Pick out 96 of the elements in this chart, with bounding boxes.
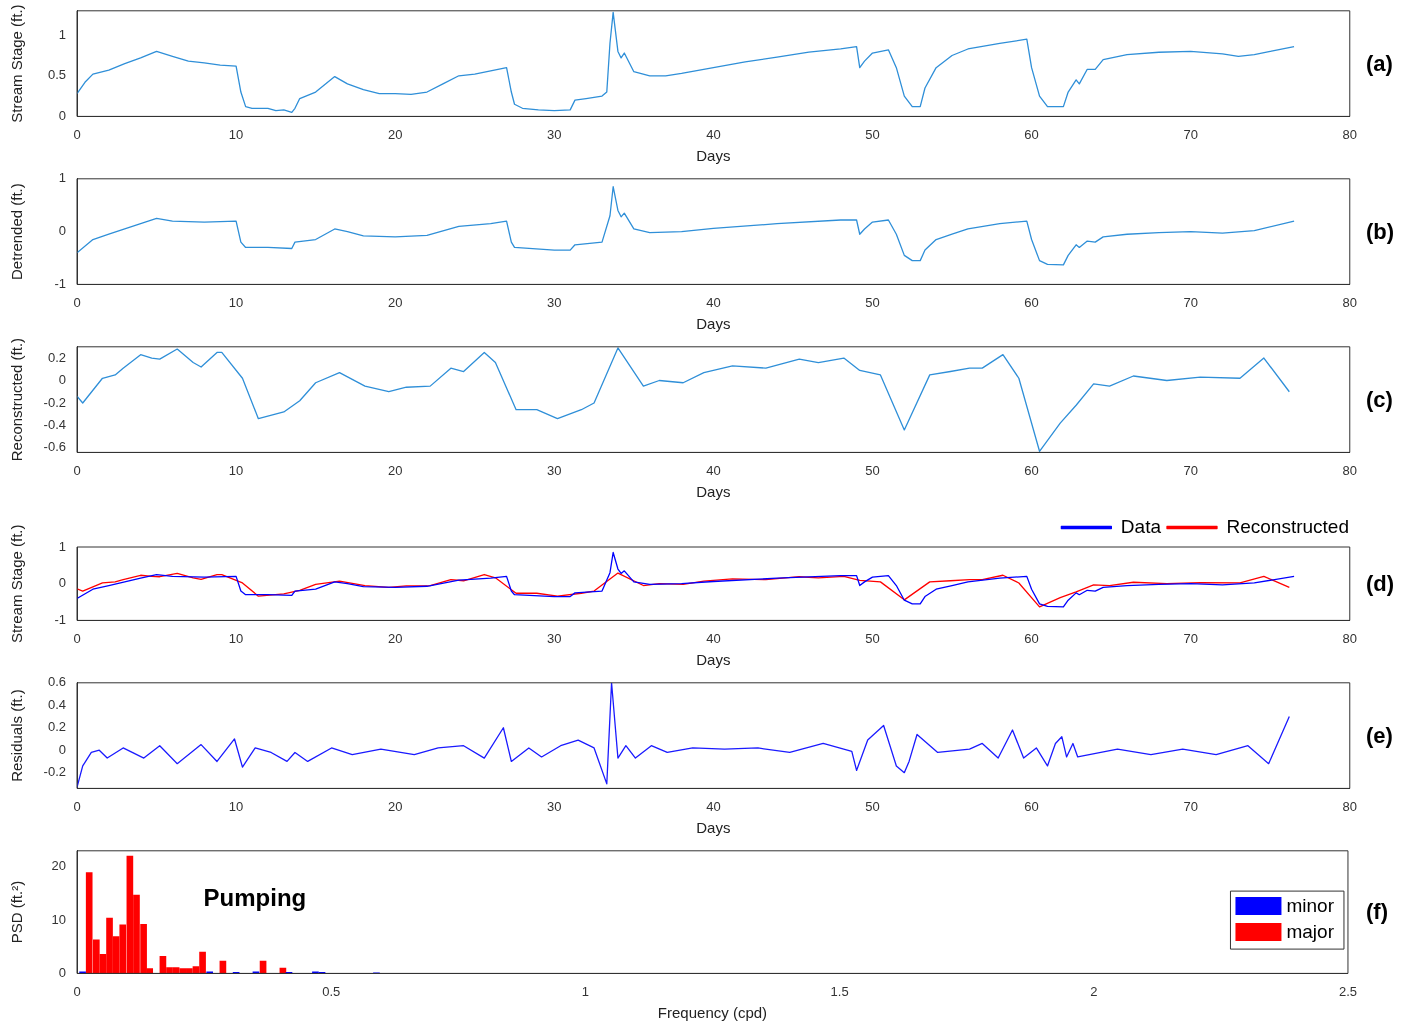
- text: (a): [1366, 50, 1393, 77]
- y-tick-label: 0.2: [47, 349, 66, 365]
- x-tick-label: 20: [387, 126, 403, 142]
- x-tick-label: 40: [706, 630, 721, 646]
- x-tick-label: 20: [387, 462, 403, 478]
- x-tick-label: 10: [228, 798, 244, 814]
- x-axis-title: Frequency (cpd): [657, 1004, 768, 1022]
- x-tick-label: 40: [706, 126, 721, 142]
- x-tick-label: 0: [73, 462, 81, 478]
- y-tick-label: -0.4: [43, 417, 66, 433]
- x-tick-label: 30: [547, 798, 562, 814]
- y-tick-label: 0: [58, 107, 66, 123]
- y-axis-title: PSD (ft.²): [8, 880, 26, 944]
- y-tick-label: 0: [58, 575, 66, 591]
- x-axis-title: Days: [696, 315, 731, 333]
- x-tick-label: 40: [706, 462, 721, 478]
- y-tick-label: 20: [51, 858, 66, 874]
- x-tick-label: 0: [73, 983, 81, 999]
- x-axis-title: Days: [696, 147, 731, 165]
- y-tick-label: 0: [58, 964, 66, 980]
- x-tick-label: 80: [1342, 294, 1357, 310]
- x-tick-label: 60: [1024, 294, 1039, 310]
- x-tick-label: 0.5: [322, 983, 341, 999]
- text: (e): [1366, 722, 1393, 749]
- x-tick-label: 20: [387, 630, 403, 646]
- x-tick-label: 40: [706, 798, 721, 814]
- legend-label: Data: [1120, 515, 1162, 537]
- x-tick-label: 70: [1183, 462, 1198, 478]
- x-tick-label: 60: [1024, 630, 1039, 646]
- y-tick-label: 1: [58, 170, 66, 186]
- x-tick-label: 50: [865, 630, 880, 646]
- x-axis-title: Days: [696, 651, 731, 669]
- x-tick-label: 70: [1183, 126, 1198, 142]
- x-tick-label: 1: [581, 983, 589, 999]
- y-tick-label: -0.2: [43, 764, 66, 780]
- x-tick-label: 80: [1342, 798, 1357, 814]
- x-tick-label: 70: [1183, 294, 1198, 310]
- x-tick-label: 20: [387, 798, 403, 814]
- y-tick-label: 0: [58, 223, 66, 239]
- x-tick-label: 60: [1024, 462, 1039, 478]
- x-axis-title: Days: [696, 819, 731, 837]
- x-tick-label: 70: [1183, 630, 1198, 646]
- x-tick-label: 0: [73, 798, 81, 814]
- legend-label: major: [1286, 921, 1335, 943]
- y-axis-title: Stream Stage (ft.): [8, 4, 26, 123]
- x-tick-label: 0: [73, 294, 81, 310]
- x-tick-label: 50: [865, 294, 880, 310]
- x-tick-label: 60: [1024, 126, 1039, 142]
- annotation: Pumping: [203, 884, 307, 912]
- x-tick-label: 80: [1342, 630, 1357, 646]
- y-tick-label: 0: [58, 741, 66, 757]
- y-tick-label: 0: [58, 372, 66, 388]
- x-axis-title: Days: [696, 483, 731, 501]
- x-tick-label: 10: [228, 630, 244, 646]
- x-tick-label: 1.5: [830, 983, 849, 999]
- y-tick-label: 0.2: [47, 719, 66, 735]
- x-tick-label: 30: [547, 294, 562, 310]
- y-tick-label: -0.6: [43, 439, 66, 455]
- legend-label: minor: [1286, 895, 1335, 917]
- x-tick-label: 80: [1342, 462, 1357, 478]
- y-tick-label: 10: [51, 911, 66, 927]
- y-tick-label: 0.6: [47, 674, 66, 690]
- x-tick-label: 50: [865, 798, 880, 814]
- y-tick-label: 1: [58, 26, 66, 42]
- y-tick-label: -0.2: [43, 394, 66, 410]
- text: (c): [1366, 386, 1393, 413]
- x-tick-label: 80: [1342, 126, 1357, 142]
- y-axis-title: Detrended (ft.): [8, 183, 26, 280]
- y-axis-title: Stream Stage (ft.): [8, 524, 26, 643]
- x-tick-label: 70: [1183, 798, 1198, 814]
- x-tick-label: 10: [228, 294, 244, 310]
- y-tick-label: -1: [54, 611, 66, 627]
- x-tick-label: 30: [547, 126, 562, 142]
- x-tick-label: 40: [706, 294, 721, 310]
- x-tick-label: 2.5: [1338, 983, 1357, 999]
- x-tick-label: 50: [865, 126, 880, 142]
- x-tick-label: 0: [73, 126, 81, 142]
- y-tick-label: 1: [58, 538, 66, 554]
- text: (d): [1366, 570, 1395, 597]
- x-tick-label: 10: [228, 126, 244, 142]
- x-tick-label: 0: [73, 630, 81, 646]
- x-tick-label: 30: [547, 630, 562, 646]
- y-axis-title: Reconstructed (ft.): [8, 337, 26, 462]
- y-tick-label: 0.4: [47, 696, 66, 712]
- y-tick-label: -1: [54, 275, 66, 291]
- y-axis-title: Residuals (ft.): [8, 689, 26, 782]
- x-tick-label: 50: [865, 462, 880, 478]
- text: (b): [1366, 218, 1395, 245]
- x-tick-label: 30: [547, 462, 562, 478]
- legend-label: Reconstructed: [1226, 515, 1350, 537]
- x-tick-label: 20: [387, 294, 403, 310]
- x-tick-label: 2: [1090, 983, 1098, 999]
- y-tick-label: 0.5: [47, 67, 66, 83]
- x-tick-label: 60: [1024, 798, 1039, 814]
- x-tick-label: 10: [228, 462, 244, 478]
- text: (f): [1366, 899, 1388, 926]
